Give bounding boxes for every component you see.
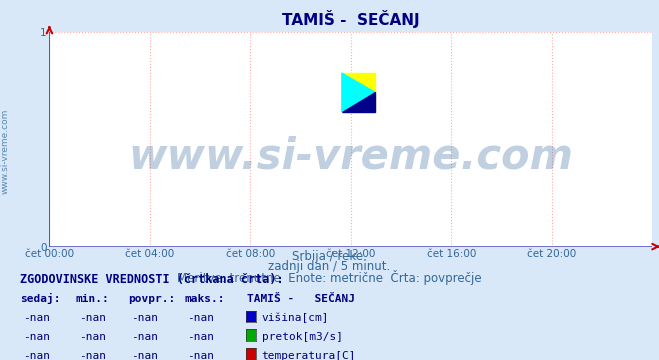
Text: -nan: -nan: [79, 332, 105, 342]
Text: Meritve: trenutne  Enote: metrične  Črta: povprečje: Meritve: trenutne Enote: metrične Črta: …: [177, 270, 482, 285]
Text: -nan: -nan: [23, 351, 49, 360]
Text: -nan: -nan: [23, 313, 49, 323]
Text: www.si-vreme.com: www.si-vreme.com: [1, 108, 10, 194]
Text: temperatura[C]: temperatura[C]: [262, 351, 356, 360]
Text: povpr.:: povpr.:: [129, 294, 176, 305]
Text: www.si-vreme.com: www.si-vreme.com: [129, 136, 573, 177]
Title: TAMIŠ -  SEČANJ: TAMIŠ - SEČANJ: [282, 10, 420, 28]
Polygon shape: [342, 73, 375, 112]
Polygon shape: [342, 73, 375, 112]
Text: Srbija / reke.: Srbija / reke.: [292, 250, 367, 263]
Text: -nan: -nan: [79, 351, 105, 360]
Text: -nan: -nan: [132, 313, 158, 323]
Text: sedaj:: sedaj:: [20, 293, 60, 305]
Text: -nan: -nan: [23, 332, 49, 342]
Text: višina[cm]: višina[cm]: [262, 313, 329, 323]
Text: -nan: -nan: [188, 351, 214, 360]
Text: -nan: -nan: [132, 332, 158, 342]
Text: ZGODOVINSKE VREDNOSTI (črtkana črta):: ZGODOVINSKE VREDNOSTI (črtkana črta):: [20, 273, 283, 285]
Text: maks.:: maks.:: [185, 294, 225, 305]
Text: -nan: -nan: [188, 332, 214, 342]
Polygon shape: [342, 93, 375, 112]
Text: min.:: min.:: [76, 294, 109, 305]
Text: pretok[m3/s]: pretok[m3/s]: [262, 332, 343, 342]
Text: -nan: -nan: [79, 313, 105, 323]
Text: -nan: -nan: [188, 313, 214, 323]
Text: zadnji dan / 5 minut.: zadnji dan / 5 minut.: [268, 260, 391, 273]
Text: TAMIŠ -   SEČANJ: TAMIŠ - SEČANJ: [247, 294, 355, 305]
Text: -nan: -nan: [132, 351, 158, 360]
